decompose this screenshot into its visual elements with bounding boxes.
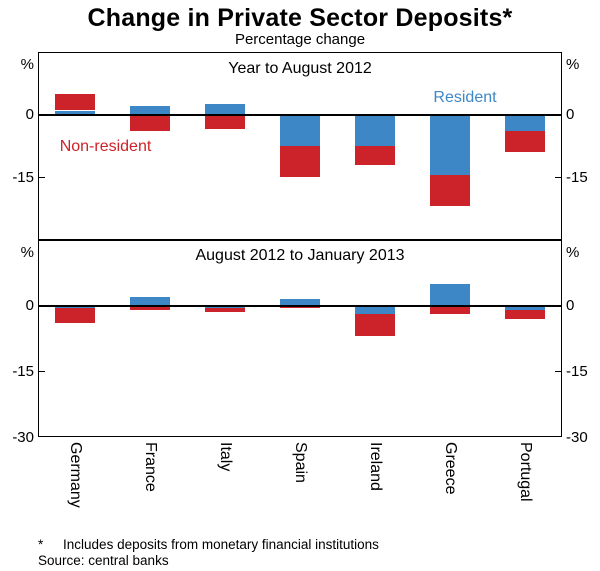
bar-france-non-resident xyxy=(130,305,171,311)
panel-title-2: August 2012 to January 2013 xyxy=(195,247,405,264)
footnote: * Includes deposits from monetary financ… xyxy=(38,537,379,552)
series-label-resident: Resident xyxy=(433,89,497,106)
bar-greece-resident xyxy=(429,283,470,306)
y-axis-label-left: -15 xyxy=(12,168,34,186)
y-axis-label-left: 0 xyxy=(25,297,34,315)
bar-portugal-non-resident xyxy=(504,310,545,319)
chart-title: Change in Private Sector Deposits* xyxy=(87,4,513,32)
y-axis-unit-right: % xyxy=(566,244,580,261)
bar-france-resident xyxy=(130,296,171,306)
y-axis-label-right: -15 xyxy=(566,362,588,380)
y-axis-unit-left: % xyxy=(20,56,34,73)
bar-ireland-non-resident xyxy=(354,314,395,337)
footnote-marker: * xyxy=(38,537,44,552)
bar-italy-resident xyxy=(205,104,246,115)
y-tick-right xyxy=(555,176,562,179)
x-label-greece: Greece xyxy=(441,442,459,495)
bar-ireland-non-resident xyxy=(354,146,395,165)
bar-spain-resident xyxy=(280,114,320,146)
bar-germany-non-resident xyxy=(55,93,96,111)
bar-germany-resident xyxy=(55,305,96,308)
bar-greece-non-resident xyxy=(429,175,470,207)
y-axis-label-right: -15 xyxy=(566,168,588,186)
y-axis-unit-left: % xyxy=(20,244,34,261)
y-axis-label-right: -30 xyxy=(566,428,588,446)
bar-france-resident xyxy=(130,106,171,115)
x-label-italy: Italy xyxy=(217,442,235,472)
bar-greece-non-resident xyxy=(429,305,470,315)
bar-italy-non-resident xyxy=(205,307,246,313)
y-tick-left xyxy=(38,176,45,179)
y-axis-label-left: -30 xyxy=(12,428,34,446)
y-tick-right xyxy=(555,370,562,373)
x-label-france: France xyxy=(142,442,160,492)
bar-spain-non-resident xyxy=(280,146,320,178)
bar-portugal-resident xyxy=(504,305,545,311)
y-axis-label-left: -15 xyxy=(12,362,34,380)
y-axis-label-right: 0 xyxy=(566,297,575,315)
bar-greece-resident xyxy=(429,114,470,176)
zero-axis-line xyxy=(38,113,562,116)
x-label-germany: Germany xyxy=(67,442,85,508)
source-note: Source: central banks xyxy=(38,553,169,568)
bar-france-non-resident xyxy=(130,114,171,132)
plot-border xyxy=(38,52,562,437)
y-axis-unit-right: % xyxy=(566,56,580,73)
bar-portugal-non-resident xyxy=(504,131,545,153)
bar-germany-non-resident xyxy=(55,307,96,324)
x-label-spain: Spain xyxy=(292,442,309,483)
bar-portugal-resident xyxy=(504,114,545,132)
y-axis-label-left: 0 xyxy=(25,106,34,124)
footnote-text: Includes deposits from monetary financia… xyxy=(63,537,379,552)
x-label-portugal: Portugal xyxy=(516,442,534,502)
bar-italy-non-resident xyxy=(205,114,246,130)
bar-germany-resident xyxy=(55,110,96,115)
zero-axis-line xyxy=(38,304,562,307)
bar-ireland-resident xyxy=(354,305,395,315)
bar-italy-resident xyxy=(205,305,246,308)
chart-subtitle: Percentage change xyxy=(234,31,366,48)
panel-title-1: Year to August 2012 xyxy=(228,60,372,77)
panel-divider xyxy=(38,239,562,241)
bar-spain-non-resident xyxy=(280,305,320,308)
bar-spain-resident xyxy=(280,299,320,306)
series-label-non-resident: Non-resident xyxy=(59,138,152,155)
y-tick-left xyxy=(38,370,45,373)
x-label-ireland: Ireland xyxy=(366,442,384,491)
bar-ireland-resident xyxy=(354,114,395,146)
y-axis-label-right: 0 xyxy=(566,106,575,124)
